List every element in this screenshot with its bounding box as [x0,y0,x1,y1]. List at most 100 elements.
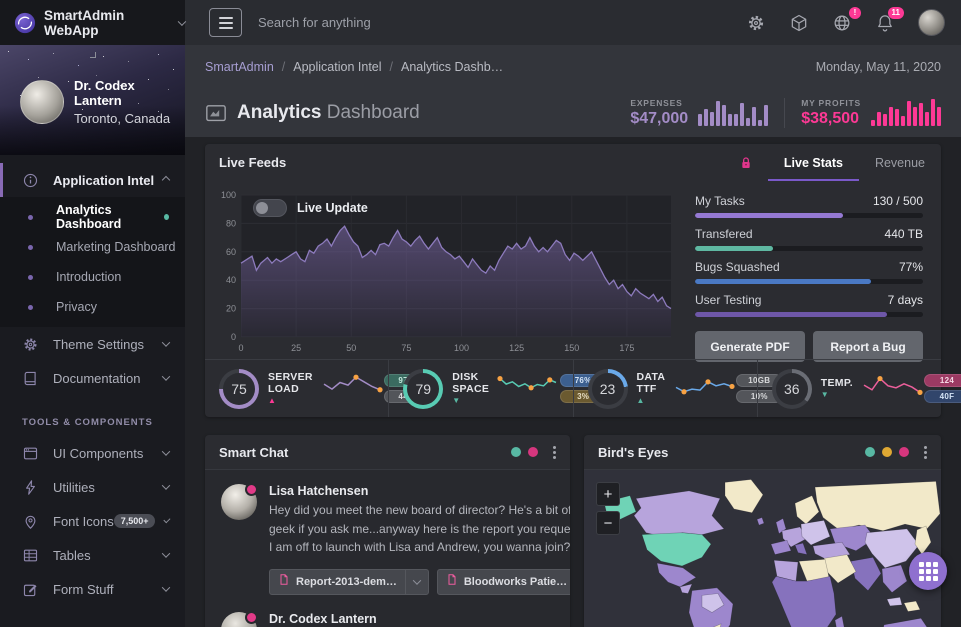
subitem-label: Marketing Dashboard [56,240,176,254]
sidebar-item-tables[interactable]: Tables [0,538,185,572]
settings-gear-icon[interactable] [746,13,766,33]
expenses-value: $47,000 [630,110,689,127]
stat-progress-fill [695,279,871,284]
sidebar-item-form-stuff[interactable]: Form Stuff [0,572,185,606]
area-chart: 0 20 40 60 80 100 0 25 50 75 100 125 150 175 [215,187,685,360]
profile-card[interactable]: Dr. Codex Lantern Toronto, Canada [0,45,185,155]
apps-cube-icon[interactable] [789,13,809,33]
stat-progress-fill [695,213,844,218]
svg-text:75: 75 [401,343,411,353]
profits-label: MY PROFITS [801,98,861,108]
sidebar-item-utilities[interactable]: Utilities [0,470,185,504]
sidebar-item-label: Utilities [53,479,95,495]
live-update-toggle[interactable] [253,199,287,217]
sidebar-item-theme-settings[interactable]: Theme Settings [0,327,185,361]
map-menu-kebab-icon[interactable] [922,442,929,463]
user-avatar[interactable] [918,9,945,36]
bar [901,115,905,126]
status-dot [899,447,909,457]
breadcrumb-item[interactable]: Application Intel [293,60,382,74]
stat-row: My Tasks 130 / 500 [695,194,923,218]
tab-live-stats[interactable]: Live Stats [767,144,860,181]
kpi-label-line: TTF [636,383,657,396]
breadcrumb-item[interactable]: Analytics Dashb… [401,60,504,74]
bar [764,105,769,126]
menu-toggle-button[interactable] [209,8,242,37]
bell-badge: 11 [887,6,904,19]
quick-menu-fab-button[interactable] [909,552,947,590]
stat-row: Bugs Squashed 77% [695,260,923,284]
attachment-chip[interactable]: Bloodworks Patie… [436,568,570,595]
brand-title: SmartAdmin WebApp [44,7,125,38]
search-input[interactable] [258,15,518,30]
live-feeds-tabs: Live Stats Revenue [767,144,941,181]
app-logo-icon [14,12,36,34]
stat-progress-track [695,312,923,317]
gauge-ring: 75 [219,368,259,409]
bar [937,107,941,126]
chevron-down-icon [161,447,171,456]
sidebar-item-font-icons[interactable]: Font Icons 7,500+ [0,504,185,538]
world-map[interactable]: + − [584,470,941,627]
chat-message: Dr. Codex LanternThanks for the file! Yo… [221,610,554,627]
sidebar-subitem-analytics-dashboard[interactable]: Analytics Dashboard [0,202,185,232]
table-icon [22,547,39,564]
tab-revenue[interactable]: Revenue [874,155,925,170]
kpi-sparkline [672,371,736,406]
sidebar-item-ui-components[interactable]: UI Components [0,436,185,470]
sidebar: Dr. Codex Lantern Toronto, Canada Applic… [0,45,185,627]
sidebar-item-label: Font Icons [53,513,114,529]
sidebar-subitem-marketing-dashboard[interactable]: Marketing Dashboard [0,232,185,262]
sidebar-item-label: Application Intel [53,172,155,188]
trend-arrow-icon: ▼ [452,396,461,406]
kpi-tiles-row: 75SERVERLOAD▲97%44%79DISKSPACE▼76%3%23DA… [205,359,961,417]
birds-eyes-title: Bird's Eyes [598,444,669,460]
chevron-down-icon [161,583,171,592]
sidebar-subitem-privacy[interactable]: Privacy [0,292,185,322]
kpi-sparkline [496,371,560,406]
profits-metric: MY PROFITS $38,500 [784,98,941,128]
breadcrumb-separator: / [389,60,394,74]
brand[interactable]: SmartAdmin WebApp [0,0,187,45]
chevron-down-icon [161,549,171,558]
kpi-badges: 124 40F [923,374,961,403]
bar [728,113,733,126]
stat-progress-fill [695,312,887,317]
sidebar-subitem-introduction[interactable]: Introduction [0,262,185,292]
profile-collapse-chevron-icon[interactable] [89,52,96,58]
birds-eyes-panel: Bird's Eyes [584,435,941,627]
bar [883,113,887,126]
bar [698,113,703,126]
notifications-bell-icon[interactable]: 11 [875,6,904,33]
sidebar-item-label: Theme Settings [53,336,145,352]
generate-pdf-button[interactable]: Generate PDF [695,331,805,362]
bar [734,113,739,126]
globe-alerts-icon[interactable]: ! [832,6,861,33]
sidebar-item-documentation[interactable]: Documentation [0,361,185,395]
kpi-label-line: TEMP. [820,377,853,390]
message-author: Lisa Hatchensen [269,484,369,498]
kpi-badge: 10% [736,390,783,403]
report-a-bug-button[interactable]: Report a Bug [813,331,923,362]
profits-sparkline [871,98,941,128]
lock-icon [738,155,754,171]
chevron-down-icon[interactable] [406,570,428,594]
breadcrumb-separator: / [281,60,286,74]
kpi-label-line: SPACE [452,383,490,396]
page-date: Monday, May 11, 2020 [815,60,941,74]
breadcrumb-item[interactable]: SmartAdmin [205,60,274,74]
bar [716,101,721,126]
profile-avatar [20,80,64,124]
map-zoom-out-button[interactable]: − [596,511,620,535]
attachment-chip[interactable]: Report-2013-dem… [269,568,429,595]
gauge-ring: 79 [403,368,444,409]
bar [740,103,745,126]
bar [907,101,911,126]
kpi-label-line: SERVER [268,371,313,384]
page-header: SmartAdmin / Application Intel / Analytics D… [185,45,961,137]
chat-menu-kebab-icon[interactable] [551,442,558,463]
map-zoom-in-button[interactable]: + [596,482,620,506]
brand-chevron-down-icon [178,16,187,26]
svg-text:20: 20 [226,304,236,314]
sidebar-item-application-intel[interactable]: Application Intel [0,163,185,197]
